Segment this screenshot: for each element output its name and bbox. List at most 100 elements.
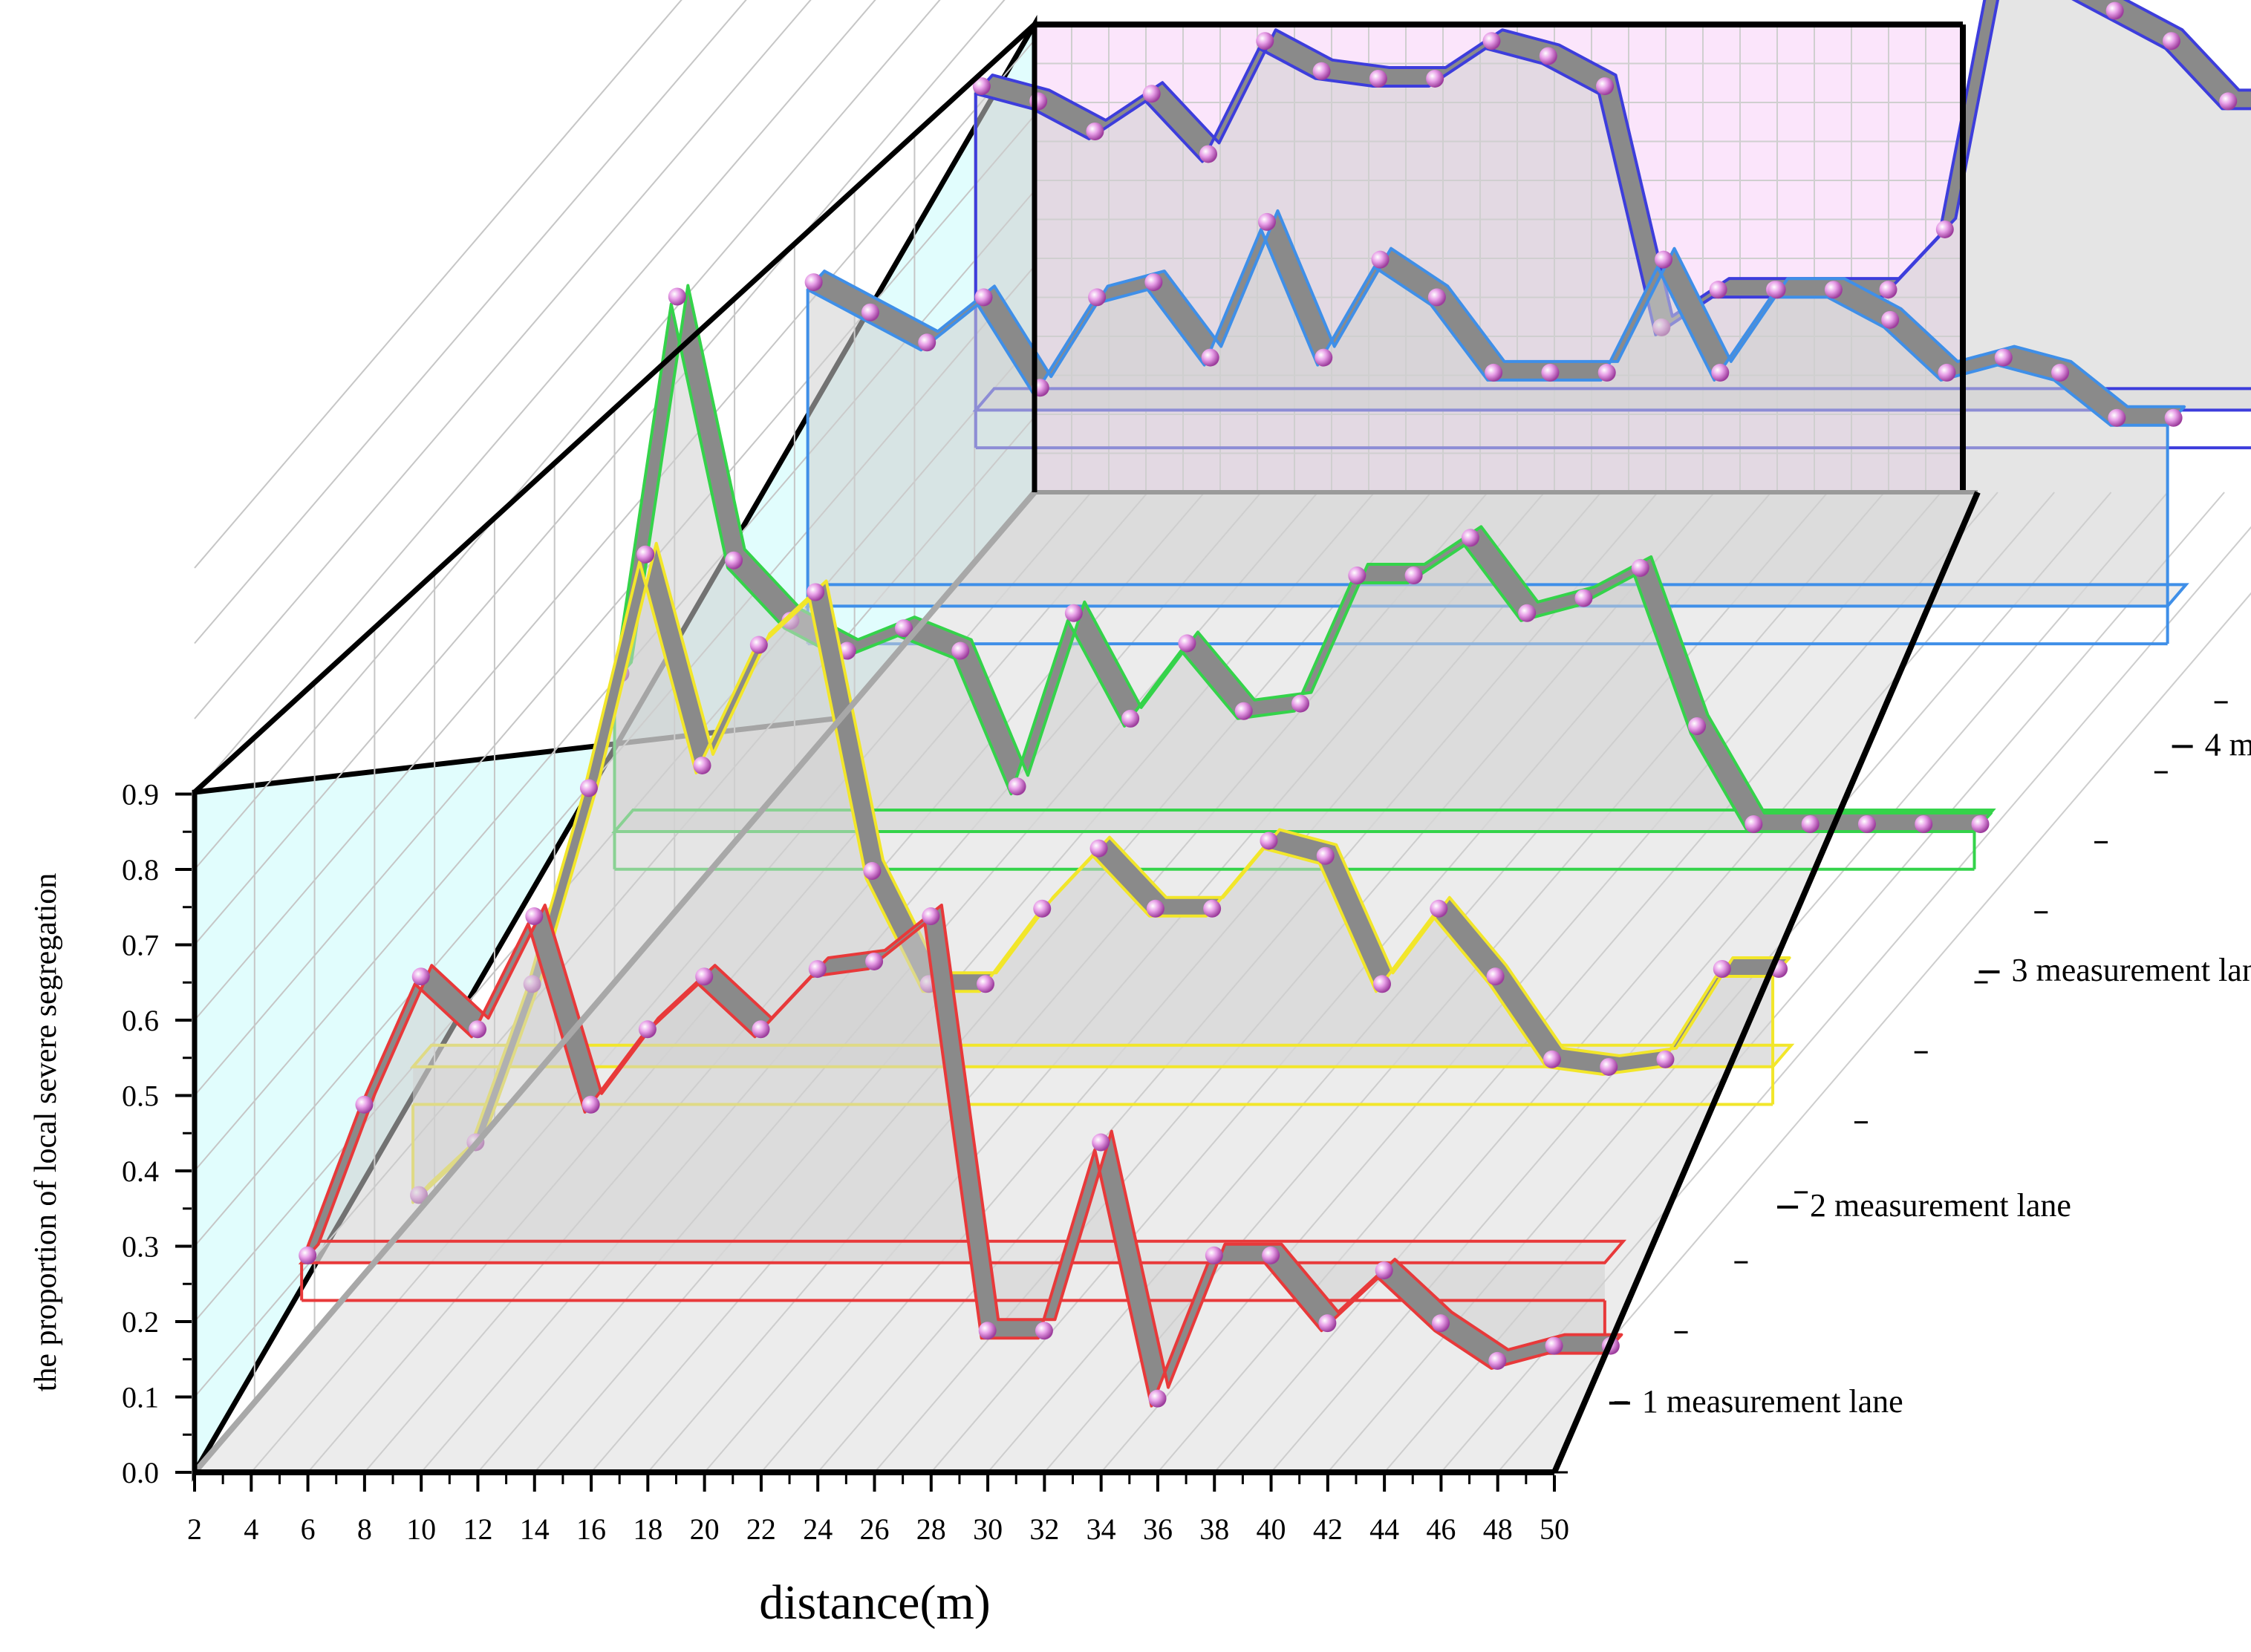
data-point xyxy=(1205,1246,1223,1264)
data-point xyxy=(1427,288,1446,307)
data-point xyxy=(1312,62,1331,80)
y-tick-label: 0.0 xyxy=(122,1456,159,1489)
data-point xyxy=(1935,220,1954,238)
y-tick-label: 0.6 xyxy=(122,1004,159,1037)
lane-label: 1 measurement lane xyxy=(1642,1383,1903,1420)
data-point xyxy=(638,1020,657,1039)
data-point xyxy=(1655,250,1673,269)
data-point xyxy=(299,1246,317,1264)
lane-curtain xyxy=(807,229,2168,607)
data-point xyxy=(1597,363,1616,382)
data-point xyxy=(1033,899,1052,918)
x-tick-label: 20 xyxy=(690,1512,720,1546)
data-point xyxy=(1144,273,1163,292)
data-point xyxy=(976,975,994,993)
x-tick-label: 6 xyxy=(301,1512,316,1546)
data-point xyxy=(808,960,827,979)
x-tick-label: 12 xyxy=(463,1512,492,1546)
data-point xyxy=(1688,717,1707,736)
x-tick-label: 28 xyxy=(916,1512,946,1546)
x-tick-label: 48 xyxy=(1483,1512,1513,1546)
x-tick-label: 18 xyxy=(633,1512,662,1546)
data-point xyxy=(668,287,686,306)
data-point xyxy=(1431,1314,1450,1333)
y-tick-label: 0.7 xyxy=(122,929,159,962)
x-tick-label: 2 xyxy=(187,1512,202,1546)
lane-4: 4 measurement lane xyxy=(804,209,2251,763)
frame xyxy=(192,22,1981,1475)
x-tick-label: 32 xyxy=(1029,1512,1059,1546)
data-point xyxy=(1404,567,1423,585)
data-point xyxy=(2164,408,2183,427)
x-axis-title: distance(m) xyxy=(759,1576,991,1630)
data-point xyxy=(1881,310,1900,329)
lane-label: 3 measurement lane xyxy=(2012,952,2251,988)
y-tick-label: 0.3 xyxy=(122,1230,159,1264)
x-tick-label: 38 xyxy=(1199,1512,1229,1546)
x-tick-label: 40 xyxy=(1257,1512,1286,1546)
data-point xyxy=(636,545,655,564)
data-point xyxy=(807,583,825,601)
data-point xyxy=(978,1322,997,1340)
y-tick-label: 0.4 xyxy=(122,1155,159,1188)
x-tick-label: 10 xyxy=(406,1512,436,1546)
x-tick-label: 14 xyxy=(520,1512,550,1546)
lane-label: 4 measurement lane xyxy=(2205,726,2251,763)
data-point xyxy=(951,641,970,660)
data-point xyxy=(1709,281,1727,299)
data-point xyxy=(1600,1057,1618,1076)
data-point xyxy=(693,756,711,774)
x-tick-label: 16 xyxy=(576,1512,606,1546)
data-point xyxy=(1574,589,1593,607)
data-point xyxy=(894,619,913,638)
data-point xyxy=(579,779,598,797)
data-point xyxy=(1035,1322,1053,1340)
y-tick-label: 0.1 xyxy=(122,1381,159,1414)
data-point xyxy=(1257,212,1276,231)
data-point xyxy=(1146,899,1164,918)
data-point xyxy=(1971,815,1990,833)
data-point xyxy=(1375,1261,1393,1280)
lane-ribbon xyxy=(806,209,2186,427)
data-point xyxy=(863,862,882,881)
lane-ribbon xyxy=(300,904,1623,1408)
lane-1: 1 measurement lane xyxy=(298,904,1903,1420)
data-point xyxy=(1631,558,1649,577)
data-point xyxy=(1879,281,1897,299)
y-tick-label: 0.2 xyxy=(122,1305,159,1339)
data-point xyxy=(2051,363,2070,382)
data-point xyxy=(1371,250,1390,269)
data-point xyxy=(1539,47,1557,65)
data-point xyxy=(525,907,544,926)
data-point xyxy=(1915,815,1933,833)
data-point xyxy=(1461,529,1479,547)
y-axis-title: the proportion of local severe segregati… xyxy=(29,873,63,1392)
data-point xyxy=(1369,69,1387,88)
x-tick-label: 46 xyxy=(1426,1512,1456,1546)
data-point xyxy=(355,1095,374,1114)
data-point xyxy=(1373,975,1392,993)
x-tick-label: 42 xyxy=(1313,1512,1343,1546)
data-point xyxy=(1486,967,1505,986)
data-point xyxy=(752,1020,770,1039)
data-point xyxy=(1824,281,1843,299)
data-point xyxy=(1316,846,1335,865)
x-tick-label: 24 xyxy=(803,1512,833,1546)
data-point xyxy=(1086,123,1104,140)
x-tick-label: 36 xyxy=(1143,1512,1173,1546)
data-point xyxy=(582,1095,600,1114)
data-point xyxy=(1938,363,1956,382)
data-point xyxy=(1482,32,1501,50)
data-point xyxy=(1092,1133,1110,1152)
data-point xyxy=(1545,1336,1563,1355)
data-point xyxy=(1089,839,1108,858)
data-point xyxy=(749,636,768,654)
lane-ribbon xyxy=(613,284,1993,833)
data-point xyxy=(922,907,940,926)
data-point xyxy=(1262,1246,1280,1264)
data-point xyxy=(1485,363,1503,382)
data-point xyxy=(974,288,993,307)
data-point xyxy=(1142,85,1161,103)
data-point xyxy=(1426,69,1444,88)
